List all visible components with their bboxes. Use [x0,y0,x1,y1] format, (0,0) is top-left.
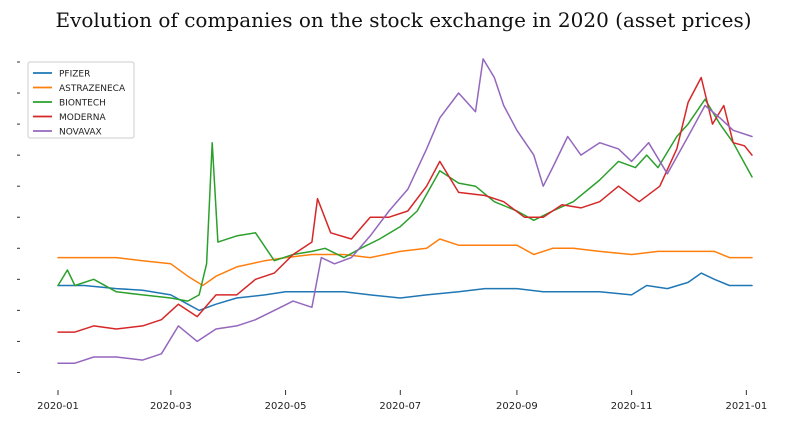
legend-box [27,61,135,139]
x-tick-label: 2021-01 [725,401,767,412]
legend-label: NOVAVAX [59,128,102,138]
legend-label: ASTRAZENECA [59,84,126,94]
legend-label: PFIZER [59,70,90,80]
series-line-moderna [57,76,753,333]
x-tick-label: 2020-09 [496,401,538,412]
y-axis [17,61,20,373]
legend-label: MODERNA [59,113,106,123]
legend-label: BIONTECH [59,99,106,109]
series-line-biontech [57,98,753,302]
series-line-novavax [57,58,753,364]
x-tick-label: 2020-05 [265,401,307,412]
series-line-astrazeneca [57,238,753,287]
series-line-pfizer [57,272,753,312]
legend: PFIZER ASTRAZENECA BIONTECH MODERNA NOVAVAX [27,61,135,139]
x-axis: 2020-01 2020-03 2020-05 2020-07 2020-09 2020-… [37,390,767,412]
x-tick-label: 2020-07 [379,401,421,412]
series-layer [57,58,753,364]
x-tick-label: 2020-11 [611,401,653,412]
x-tick-label: 2020-01 [37,401,79,412]
x-tick-label: 2020-03 [150,401,192,412]
chart-title: Evolution of companies on the stock exch… [55,8,752,32]
